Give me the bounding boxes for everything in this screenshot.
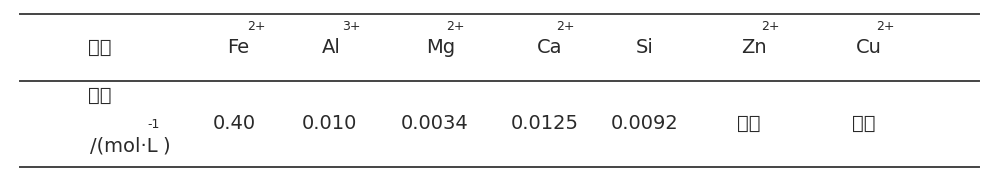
Text: 2+: 2+	[761, 20, 780, 33]
Text: 离子: 离子	[88, 38, 112, 57]
Text: Mg: Mg	[427, 38, 456, 57]
Text: 0.0092: 0.0092	[610, 114, 678, 133]
Text: Ca: Ca	[536, 38, 562, 57]
Text: Zn: Zn	[741, 38, 767, 57]
Text: 2+: 2+	[447, 20, 466, 33]
Text: 0.40: 0.40	[213, 114, 257, 133]
Text: ): )	[163, 137, 171, 156]
Text: Cu: Cu	[856, 38, 882, 57]
Text: 很少: 很少	[852, 114, 876, 133]
Text: 0.0125: 0.0125	[510, 114, 578, 133]
Text: 浓度: 浓度	[88, 86, 112, 105]
Text: 2+: 2+	[247, 20, 266, 33]
Text: 2+: 2+	[876, 20, 895, 33]
Text: 很少: 很少	[737, 114, 761, 133]
Text: -1: -1	[148, 118, 160, 131]
Text: 0.010: 0.010	[302, 114, 358, 133]
Text: Fe: Fe	[227, 38, 249, 57]
Text: /(mol·L: /(mol·L	[90, 137, 158, 156]
Text: 0.0034: 0.0034	[401, 114, 469, 133]
Text: 3+: 3+	[342, 20, 361, 33]
Text: Al: Al	[322, 38, 341, 57]
Text: 2+: 2+	[556, 20, 575, 33]
Text: Si: Si	[635, 38, 653, 57]
